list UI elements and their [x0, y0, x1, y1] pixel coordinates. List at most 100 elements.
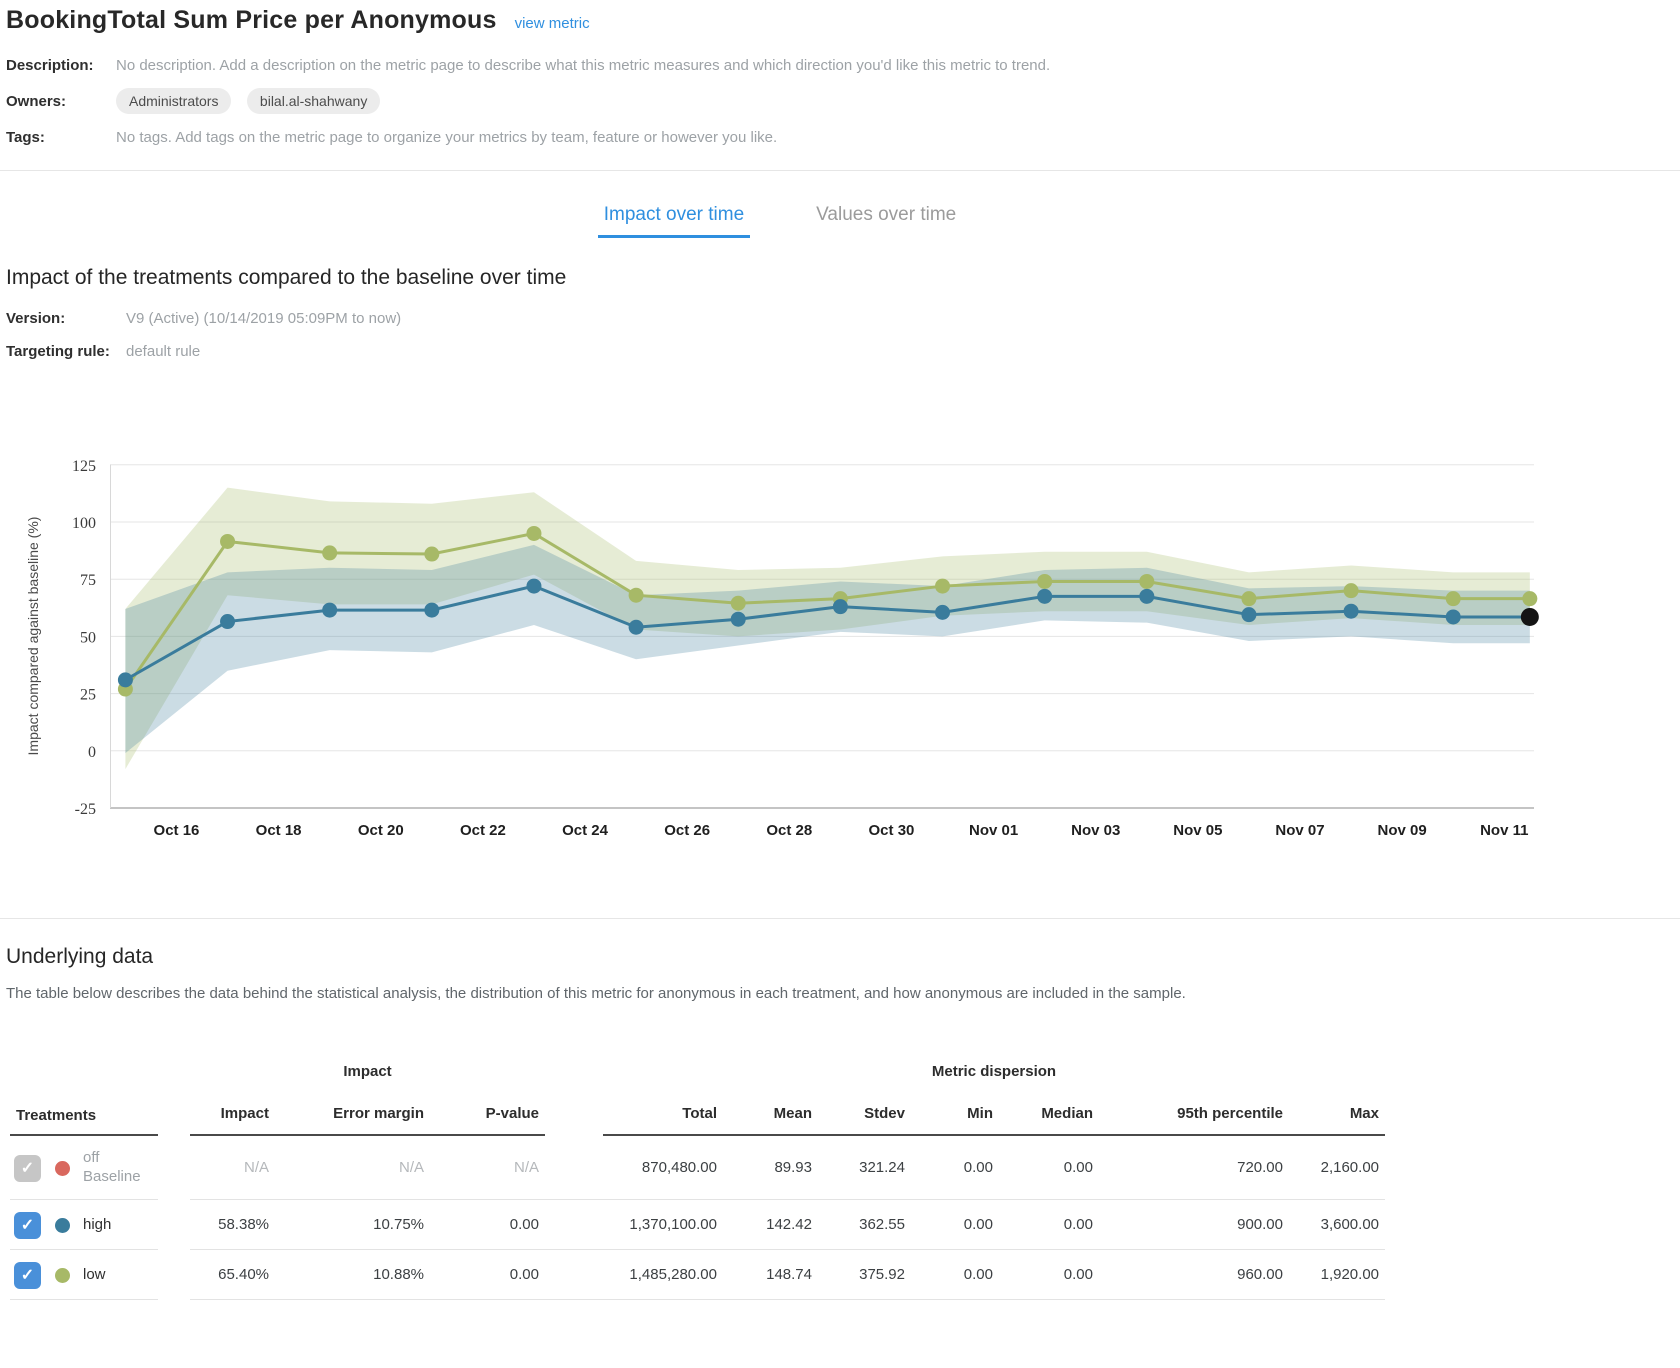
tab-impact-over-time[interactable]: Impact over time — [597, 204, 751, 238]
impact-chart: 125 100 75 50 25 0 -25 Oct 16 Oct 18 Oct 20 Oct 22… — [0, 414, 1680, 844]
treatment-checkbox[interactable]: ✓ — [14, 1211, 41, 1239]
treatment-checkbox[interactable]: ✓ — [14, 1261, 41, 1289]
svg-text:Oct 22: Oct 22 — [460, 822, 506, 839]
svg-text:Oct 30: Oct 30 — [869, 822, 915, 839]
metric-impact-page: BookingTotal Sum Price per Anonymous vie… — [0, 6, 1680, 1300]
table-cell: 2,160.00 — [1320, 1159, 1379, 1176]
svg-text:Oct 18: Oct 18 — [256, 822, 302, 839]
table-cell: N/A — [398, 1159, 424, 1176]
svg-text:0: 0 — [88, 744, 96, 761]
owner-badge: Administrators — [116, 88, 232, 114]
svg-text:Oct 28: Oct 28 — [766, 822, 812, 839]
svg-text:Nov 11: Nov 11 — [1480, 822, 1528, 839]
targeting-rule-value: default rule — [126, 343, 201, 360]
table-cell: 89.93 — [774, 1159, 812, 1176]
table-cell: 1,370,100.00 — [629, 1216, 717, 1233]
section-divider — [0, 170, 1680, 171]
version-row: Version: V9 (Active) (10/14/2019 05:09PM… — [6, 302, 1680, 335]
svg-text:100: 100 — [72, 515, 96, 532]
table-column-header-row: Treatments Impact Error margin P-value T… — [0, 1086, 1680, 1136]
treatments-header: Treatments — [0, 1086, 190, 1136]
table-cell: 0.00 — [509, 1266, 539, 1283]
impact-group-header: Impact — [343, 1062, 392, 1080]
treatment-label: low — [83, 1265, 106, 1283]
treatment-checkbox[interactable]: ✓ — [14, 1154, 41, 1182]
table-cell: 142.42 — [766, 1216, 812, 1233]
underlying-data-description: The table below describes the data behin… — [6, 985, 1186, 1002]
table-cell: 321.24 — [859, 1159, 905, 1176]
column-header-p-value: P-value — [485, 1105, 539, 1122]
owners-row: Owners: Administrators bilal.al-shahwany — [6, 83, 1680, 119]
treatment-label: high — [83, 1215, 112, 1233]
treatment-values: N/A N/A N/A 870,480.00 89.93 321.24 0.00 0.00 72… — [190, 1136, 1385, 1200]
table-cell: 0.00 — [1063, 1159, 1093, 1176]
tab-values-over-time[interactable]: Values over time — [816, 204, 957, 225]
table-cell: 1,485,280.00 — [629, 1266, 717, 1283]
column-header-error-margin: Error margin — [333, 1105, 424, 1122]
treatment-cell: ✓ high — [0, 1200, 190, 1250]
column-header-mean: Mean — [773, 1105, 812, 1122]
owner-badge: bilal.al-shahwany — [246, 88, 381, 114]
table-cell: N/A — [513, 1159, 539, 1176]
svg-text:125: 125 — [72, 458, 96, 475]
svg-text:75: 75 — [80, 572, 96, 589]
table-cell: 870,480.00 — [641, 1159, 717, 1176]
description-label: Description: — [6, 56, 94, 74]
version-info: Version: V9 (Active) (10/14/2019 05:09PM… — [0, 302, 1680, 368]
tags-label: Tags: — [6, 128, 45, 146]
table-cell: 10.88% — [373, 1266, 424, 1283]
treatment-color-dot — [55, 1217, 70, 1233]
table-row: ✓ low 65.40% 10.88% 0.00 1,485,280.00 148.74 37… — [0, 1250, 1680, 1300]
table-cell: 0.00 — [1063, 1266, 1093, 1283]
treatment-color-dot — [55, 1160, 70, 1176]
svg-text:Nov 09: Nov 09 — [1378, 822, 1427, 839]
svg-text:Impact compared against baseli: Impact compared against baseline (%) — [25, 517, 41, 756]
treatment-color-dot — [55, 1267, 70, 1283]
metric-meta: Description: No description. Add a descr… — [0, 47, 1680, 155]
table-cell: 10.75% — [373, 1216, 424, 1233]
table-row: ✓ off Baseline N/A N/A N/A 870,480.00 89.93 321.… — [0, 1136, 1680, 1200]
version-label: Version: — [6, 310, 66, 327]
description-value: No description. Add a description on the… — [116, 56, 1051, 74]
column-header-impact: Impact — [220, 1105, 269, 1122]
svg-text:Oct 16: Oct 16 — [154, 822, 200, 839]
table-cell: 362.55 — [859, 1216, 905, 1233]
svg-text:Oct 26: Oct 26 — [664, 822, 710, 839]
treatment-values: 65.40% 10.88% 0.00 1,485,280.00 148.74 375.92… — [190, 1250, 1385, 1300]
svg-text:Nov 03: Nov 03 — [1071, 822, 1120, 839]
column-header-total: Total — [682, 1105, 717, 1122]
page-title: BookingTotal Sum Price per Anonymous — [6, 6, 497, 34]
page-header: BookingTotal Sum Price per Anonymous vie… — [0, 6, 1680, 35]
section-divider — [0, 918, 1680, 919]
table-cell: 3,600.00 — [1320, 1216, 1379, 1233]
targeting-rule-row: Targeting rule: default rule — [6, 335, 1680, 368]
table-group-header-row: Impact Metric dispersion — [0, 1056, 1680, 1086]
table-cell: 0.00 — [963, 1159, 993, 1176]
svg-text:50: 50 — [80, 629, 96, 646]
svg-text:Nov 07: Nov 07 — [1275, 822, 1324, 839]
table-cell: 65.40% — [218, 1266, 269, 1283]
svg-text:Oct 20: Oct 20 — [358, 822, 404, 839]
svg-text:25: 25 — [80, 687, 96, 704]
tags-row: Tags: No tags. Add tags on the metric pa… — [6, 119, 1680, 155]
table-body: ✓ off Baseline N/A N/A N/A 870,480.00 89.93 321.… — [0, 1136, 1680, 1300]
table-cell: 58.38% — [218, 1216, 269, 1233]
impact-over-time-chart: 125 100 75 50 25 0 -25 Oct 16 Oct 18 Oct 20 Oct 22… — [25, 458, 1539, 839]
dispersion-columns: Total Mean Stdev Min Median 95th percent… — [603, 1105, 1385, 1136]
underlying-data-title: Underlying data — [6, 945, 154, 968]
column-header-stdev: Stdev — [864, 1105, 905, 1122]
table-cell: 720.00 — [1237, 1159, 1283, 1176]
table-cell: 375.92 — [859, 1266, 905, 1283]
targeting-rule-label: Targeting rule: — [6, 343, 110, 360]
column-header-min: Min — [967, 1105, 993, 1122]
treatment-values: 58.38% 10.75% 0.00 1,370,100.00 142.42 362.55… — [190, 1200, 1385, 1250]
table-cell: 960.00 — [1237, 1266, 1283, 1283]
treatment-label: off Baseline — [83, 1149, 141, 1185]
dispersion-group-header: Metric dispersion — [931, 1062, 1057, 1080]
owners-badges: Administrators bilal.al-shahwany — [116, 88, 391, 114]
view-metric-link[interactable]: view metric — [514, 15, 590, 32]
table-cell: 1,920.00 — [1320, 1266, 1379, 1283]
table-cell: 0.00 — [963, 1266, 993, 1283]
svg-text:Nov 01: Nov 01 — [969, 822, 1018, 839]
table-row: ✓ high 58.38% 10.75% 0.00 1,370,100.00 142.42 3… — [0, 1200, 1680, 1250]
